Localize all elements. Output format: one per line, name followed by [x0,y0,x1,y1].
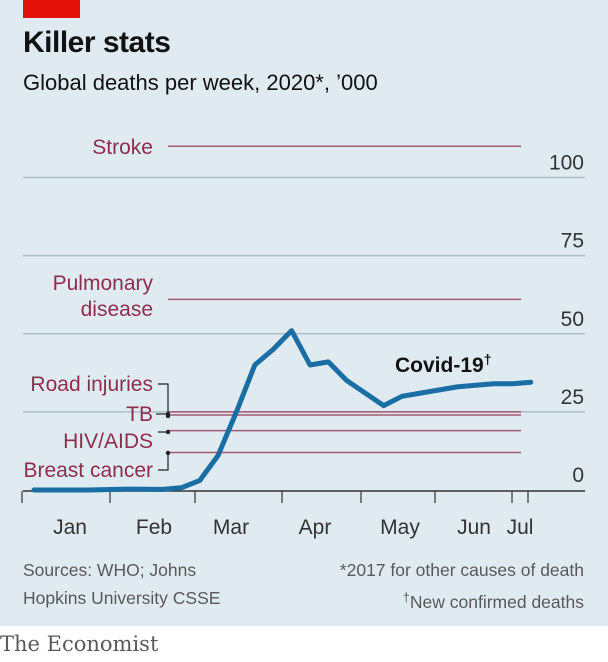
footnote-line-2: †New confirmed deaths [284,584,584,616]
footnote-line-2-text: New confirmed deaths [409,592,584,612]
reference-label: Pulmonary [53,272,154,295]
x-tick-label: Mar [213,516,249,539]
breast-cancer-leader-dot [165,450,171,456]
x-tick-label: Jan [53,516,87,539]
economist-logo-text: The Economist [0,632,159,656]
covid-19-line [31,328,534,493]
y-tick-label: 100 [549,152,584,175]
y-tick-label: 50 [561,308,584,331]
chart-subtitle: Global deaths per week, 2020*, ’000 [23,70,378,95]
y-tick-label: 25 [561,386,584,409]
x-tick-label: Apr [299,516,332,539]
x-tick-label: May [380,516,420,539]
footnote-line-1: *2017 for other causes of death [339,560,584,580]
line-chart: 0 25 50 75 100 Jan Feb Mar Apr May Jun Jul Stroke Pul… [21,136,585,539]
reference-label: disease [81,298,153,321]
sources-note: Sources: WHO; Johns Hopkins University C… [23,556,283,612]
reference-label: Breast cancer [23,459,153,482]
dagger-symbol: † [402,590,410,605]
sources-line-1: Sources: WHO; Johns [23,560,197,580]
reference-label: TB [126,403,153,426]
chart-title: Killer stats [23,26,171,59]
hiv-leader-dot [165,429,171,435]
x-tick-label: Jun [457,516,491,539]
covid-19-label: Covid-19† [395,351,491,377]
y-tick-label: 75 [561,230,584,253]
x-tick-label: Feb [136,516,172,539]
reference-label: HIV/AIDS [63,430,153,453]
chart-panel [0,0,608,626]
sources-line-2: Hopkins University CSSE [23,588,221,608]
footnotes: *2017 for other causes of death †New con… [284,556,584,616]
breast-cancer-leader [158,453,169,471]
road-injuries-leader [158,383,169,416]
tb-leader-dot [165,411,171,417]
y-tick-label: 0 [572,464,584,487]
reference-label: Stroke [92,136,153,159]
x-tick-label: Jul [507,516,534,539]
reference-label: Road injuries [30,373,153,396]
brand-red-tag [23,0,80,18]
